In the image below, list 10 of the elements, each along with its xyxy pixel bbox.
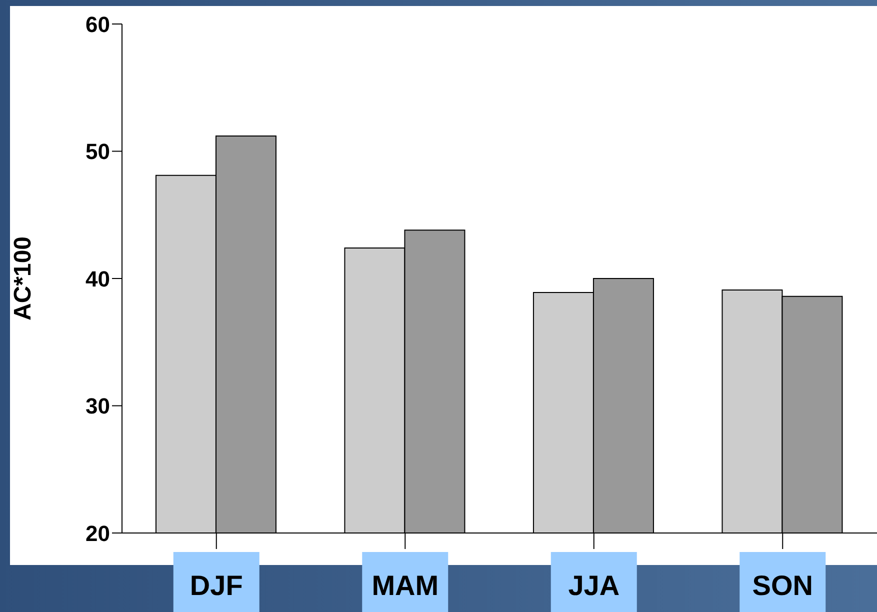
y-tick-label: 30: [86, 394, 110, 419]
y-tick-label: 40: [86, 266, 110, 292]
y-axis-title: AC*100: [10, 236, 37, 321]
x-tick-label: MAM: [372, 570, 439, 601]
y-tick-label: 50: [86, 139, 110, 164]
x-tick-label: SON: [752, 570, 813, 601]
x-tick-label: DJF: [190, 570, 243, 601]
y-tick-label: 20: [86, 520, 110, 546]
x-tick-label: JJA: [568, 570, 620, 601]
y-tick-label: 60: [86, 12, 110, 37]
